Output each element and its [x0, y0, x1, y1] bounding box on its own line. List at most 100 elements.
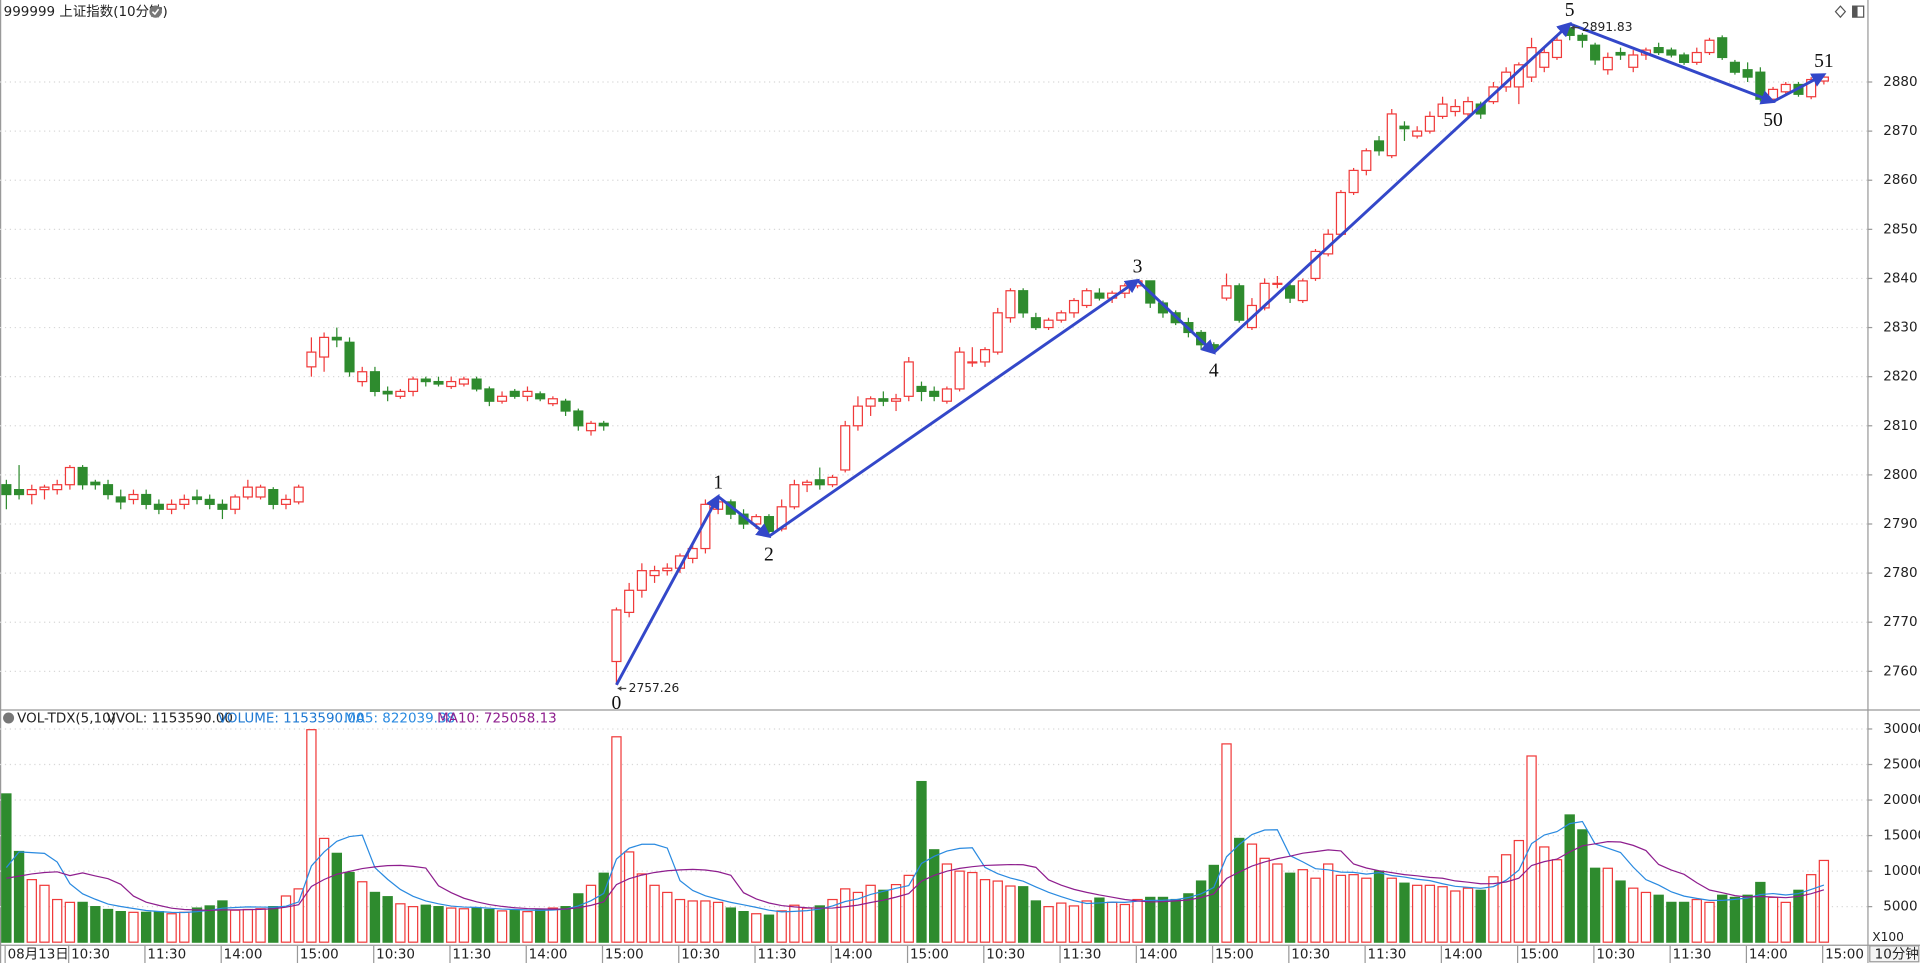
candle-body [789, 484, 800, 508]
diamond-icon[interactable] [1834, 5, 1847, 19]
volume-bar [1767, 896, 1779, 943]
candle-body [1691, 51, 1702, 63]
volume-bar [1602, 867, 1614, 943]
candle-body [1056, 312, 1067, 321]
volume-bar [1119, 903, 1131, 943]
candle-body [14, 489, 25, 496]
candle-body [26, 489, 37, 496]
candle-body [1577, 34, 1588, 41]
volume-bar [1310, 877, 1321, 943]
volume-bar [318, 837, 330, 943]
candle-body [903, 361, 914, 397]
candle-body [153, 503, 164, 510]
volume-bar [585, 884, 597, 943]
volume-bar [1170, 898, 1181, 943]
candle-body [1018, 290, 1029, 314]
candle-body [344, 341, 355, 373]
volume-bar [852, 891, 864, 943]
volume-bar [1373, 870, 1385, 943]
wave-label: 3 [1133, 257, 1143, 278]
x-tick-label: 14:00 [529, 946, 568, 962]
volume-bar [814, 905, 825, 943]
wave-arrow [1136, 279, 1216, 355]
volume-bar [1500, 854, 1512, 943]
candle-body [649, 570, 660, 577]
volume-bar [1068, 905, 1080, 943]
volume-bar [725, 907, 737, 943]
candle-body [1729, 61, 1740, 73]
candle-body [547, 398, 558, 405]
volume-bar [1780, 901, 1791, 943]
candle-body [1767, 88, 1779, 100]
volume-bar [1399, 882, 1410, 943]
volume-bar [191, 907, 203, 943]
volume-bar [1030, 900, 1042, 943]
x-tick-label: 08月13日 [8, 946, 69, 962]
volume-bar [369, 891, 381, 943]
volume-bar [1678, 901, 1690, 943]
candle-body [1386, 113, 1397, 157]
candle-body [1234, 285, 1245, 321]
candle-body [1437, 103, 1448, 117]
volume-bar [1666, 901, 1677, 943]
volume-bar [509, 909, 520, 943]
candle-body [408, 378, 419, 393]
volume-bar [496, 910, 508, 943]
volume-bar [1628, 887, 1639, 943]
volume-bar [331, 852, 343, 943]
volume-bar [1005, 885, 1016, 943]
volume-bar [890, 883, 902, 943]
candle-body [992, 312, 1003, 353]
x-tick-label: 10:30 [1596, 946, 1635, 962]
candle-body [369, 371, 381, 393]
x-tick-label: 11:30 [1063, 946, 1102, 962]
x-tick-label: 15:00 [1825, 946, 1864, 962]
volume-bar [1462, 887, 1474, 943]
volume-bar [712, 901, 724, 943]
y-tick-label: 2780 [1883, 565, 1917, 581]
wave-arrow [768, 278, 1140, 538]
volume-bar [1450, 890, 1461, 943]
wave-label: 51 [1814, 51, 1834, 72]
wave-arrow [1569, 22, 1776, 105]
volume-bar [1539, 846, 1550, 943]
candle-body [1348, 169, 1359, 194]
candle-body [1335, 191, 1346, 235]
volume-bar [1145, 896, 1156, 943]
candle-body [115, 496, 126, 503]
volume-bar [484, 908, 495, 943]
candle-body [979, 349, 991, 363]
wave-label: 1 [713, 473, 723, 494]
volume-bar [166, 913, 177, 943]
candle-body [433, 380, 444, 385]
candle-body [39, 486, 50, 491]
volume-bar [1653, 894, 1664, 943]
volume-bar [560, 906, 571, 943]
candle-body [217, 503, 228, 510]
volume-bar [623, 851, 635, 943]
x-tick-label: 15:00 [910, 946, 949, 962]
volume-bar [395, 903, 406, 943]
period-box[interactable] [1869, 945, 1920, 963]
volume-bar [179, 911, 190, 943]
candle-body [1564, 27, 1575, 36]
volume-bar [1106, 901, 1118, 943]
volume-bar [433, 906, 444, 943]
volume-bar [1323, 863, 1334, 943]
candle-body [102, 484, 114, 496]
indicator-icon[interactable] [3, 712, 15, 724]
volume-bar [1335, 874, 1347, 943]
volume-bar [687, 900, 698, 943]
candle-body [484, 388, 495, 402]
volume-bar [827, 898, 838, 943]
candle-body [1679, 54, 1690, 63]
volume-bar [407, 906, 419, 943]
wave-arrow [1772, 73, 1827, 103]
candle-body [941, 388, 952, 402]
candle-body [1399, 125, 1410, 130]
title-icon[interactable] [149, 5, 162, 18]
y-tick-label: 2870 [1883, 123, 1917, 139]
candle-body [1285, 285, 1296, 299]
volume-bar [1043, 906, 1054, 943]
